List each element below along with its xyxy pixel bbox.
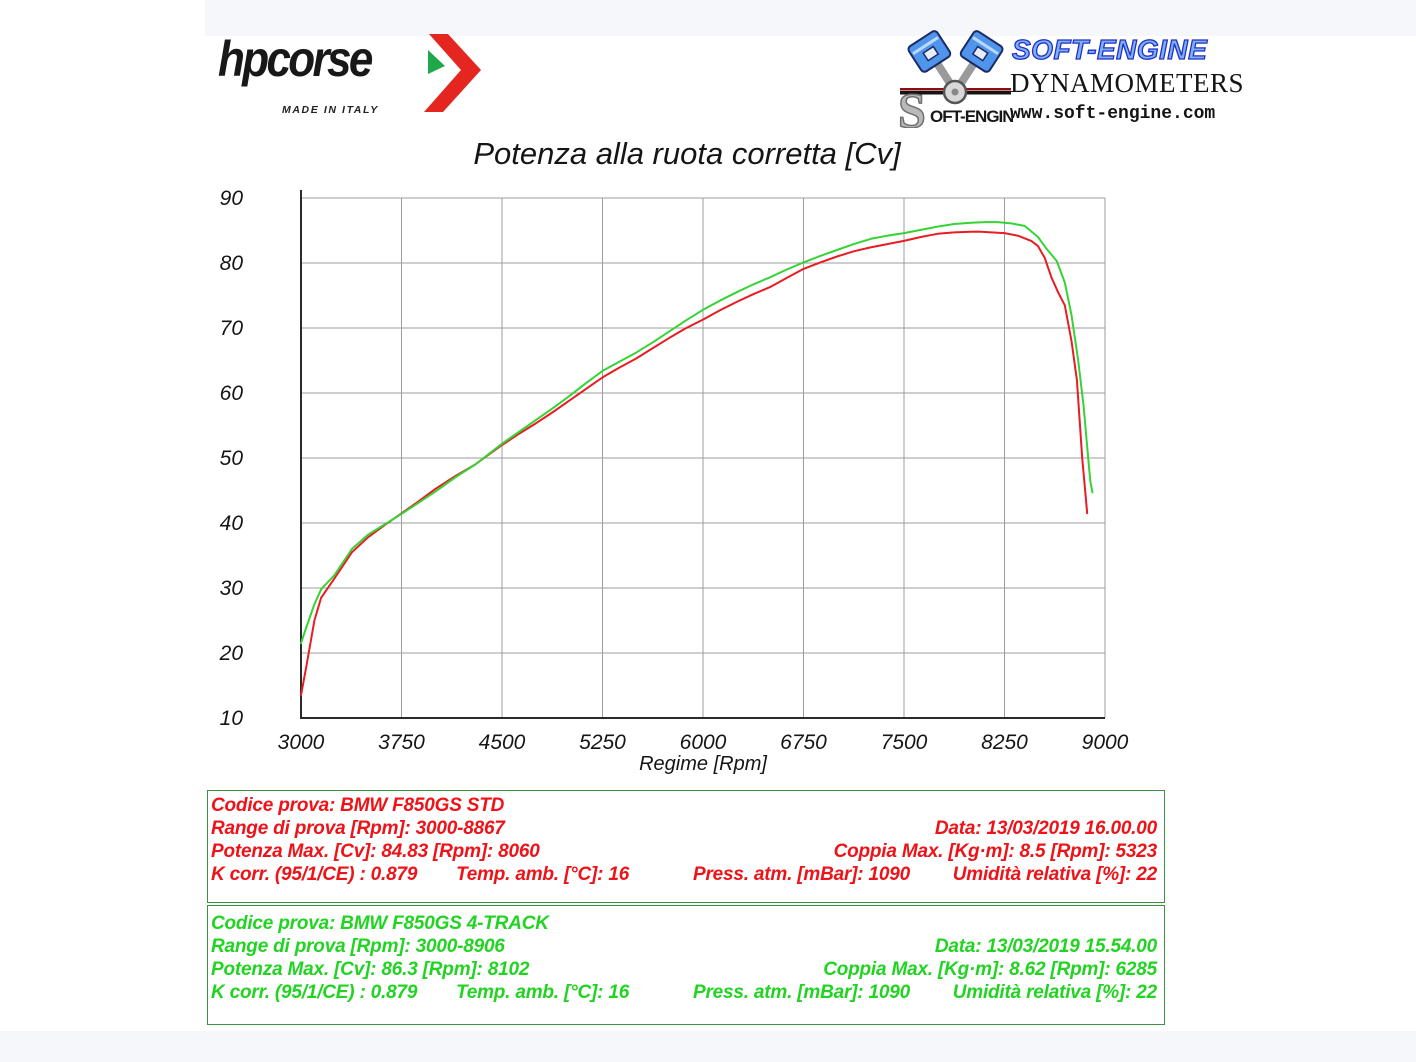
softengine-wordmark: SOFT-ENGINE: [1011, 33, 1208, 65]
softengine-logo: S OFT-ENGINE SOFT-ENGINE DYNAMOMETERS ww…: [898, 28, 1244, 132]
x-tick-label: 6750: [780, 731, 827, 754]
info-row: Potenza Max. [Cv]: 86.3 [Rpm]: 8102 Copp…: [208, 959, 1164, 982]
x-tick-label: 6000: [680, 731, 727, 754]
bottom-background-band: [0, 1031, 1416, 1062]
press-atm-4track: Press. atm. [mBar]: 1090: [693, 982, 910, 1003]
softengine-subtitle: DYNAMOMETERS: [1010, 68, 1245, 98]
hpcorse-wordmark: hpcorse: [218, 31, 373, 87]
coppia-max-std: Coppia Max. [Kg·m]: 8.5 [Rpm]: 5323: [833, 841, 1158, 862]
power-curve-4track: [300, 221, 1094, 645]
info-row: K corr. (95/1/CE) : 0.879 Temp. amb. [°C…: [208, 864, 1164, 887]
svg-text:OFT-ENGINE: OFT-ENGINE: [930, 107, 1013, 126]
y-tick-label: 90: [220, 187, 244, 210]
info-row: Codice prova: BMW F850GS STD: [208, 795, 1164, 818]
y-tick-label: 70: [220, 317, 244, 340]
svg-text:S: S: [898, 82, 926, 128]
x-tick-label: 8250: [981, 731, 1028, 754]
x-tick-label: 5250: [579, 731, 626, 754]
y-tick-label: 30: [220, 577, 244, 600]
temp-amb-std: Temp. amb. [°C]: 16: [456, 864, 630, 885]
umidita-std: Umidità relativa [%]: 22: [952, 864, 1157, 885]
x-tick-label: 3750: [378, 731, 425, 754]
x-axis-title: Regime [Rpm]: [639, 753, 767, 775]
power-curve-std: [300, 230, 1089, 697]
codice-prova-4track: Codice prova: BMW F850GS 4-TRACK: [211, 913, 549, 934]
y-tick-label: 80: [220, 252, 244, 275]
test-info-box-std: Codice prova: BMW F850GS STD Range di pr…: [207, 790, 1165, 903]
umidita-4track: Umidità relativa [%]: 22: [952, 982, 1157, 1003]
softengine-url: www.soft-engine.com: [1010, 104, 1216, 124]
y-tick-label: 60: [220, 382, 244, 405]
chart-title: Potenza alla ruota corretta [Cv]: [473, 136, 901, 171]
x-tick-label: 3000: [278, 731, 325, 754]
x-tick-label: 9000: [1082, 731, 1129, 754]
coppia-max-4track: Coppia Max. [Kg·m]: 8.62 [Rpm]: 6285: [823, 959, 1157, 980]
data-ora-4track: Data: 13/03/2019 15.54.00: [934, 936, 1157, 957]
y-tick-label: 40: [220, 512, 244, 535]
pistons-icon: S OFT-ENGINE: [898, 30, 1013, 128]
info-row: Codice prova: BMW F850GS 4-TRACK: [208, 913, 1164, 936]
test-info-box-4track: Codice prova: BMW F850GS 4-TRACK Range d…: [207, 905, 1165, 1025]
info-row: K corr. (95/1/CE) : 0.879 Temp. amb. [°C…: [208, 982, 1164, 1005]
data-ora-std: Data: 13/03/2019 16.00.00: [934, 818, 1157, 839]
potenza-max-std: Potenza Max. [Cv]: 84.83 [Rpm]: 8060: [211, 841, 540, 862]
y-tick-label: 20: [219, 642, 244, 665]
temp-amb-4track: Temp. amb. [°C]: 16: [456, 982, 630, 1003]
hpcorse-logo: hpcorse MADE IN ITALY: [218, 31, 488, 124]
press-atm-std: Press. atm. [mBar]: 1090: [693, 864, 910, 885]
range-prova-4track: Range di prova [Rpm]: 3000-8906: [211, 936, 505, 957]
x-tick-label: 7500: [881, 731, 928, 754]
hpcorse-arrow-icon: [424, 34, 481, 112]
info-row: Range di prova [Rpm]: 3000-8867 Data: 13…: [208, 818, 1164, 841]
top-background-band: [205, 0, 1416, 36]
k-corr-std: K corr. (95/1/CE) : 0.879: [211, 864, 418, 885]
y-tick-label: 50: [220, 447, 244, 470]
x-tick-label: 4500: [479, 731, 526, 754]
k-corr-4track: K corr. (95/1/CE) : 0.879: [211, 982, 418, 1003]
info-row: Potenza Max. [Cv]: 84.83 [Rpm]: 8060 Cop…: [208, 841, 1164, 864]
info-row: Range di prova [Rpm]: 3000-8906 Data: 13…: [208, 936, 1164, 959]
potenza-max-4track: Potenza Max. [Cv]: 86.3 [Rpm]: 8102: [211, 959, 530, 980]
y-tick-label: 10: [220, 707, 244, 730]
range-prova-std: Range di prova [Rpm]: 3000-8867: [211, 818, 505, 839]
codice-prova-std: Codice prova: BMW F850GS STD: [211, 795, 505, 816]
hpcorse-tagline: MADE IN ITALY: [282, 104, 379, 116]
